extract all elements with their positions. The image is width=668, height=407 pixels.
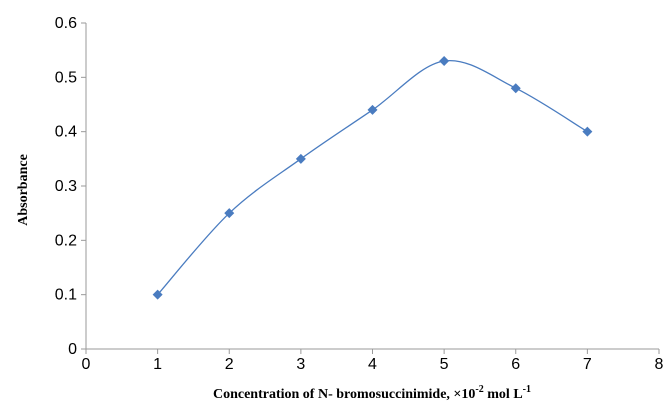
data-point-marker: [582, 126, 593, 137]
x-tick-label: 0: [82, 356, 91, 373]
x-tick-label: 8: [655, 356, 664, 373]
x-axis-title-exponent: -2: [475, 384, 483, 395]
x-tick-label: 4: [368, 356, 377, 373]
y-axis-ticks: 0 0.1 0.2 0.3 0.4 0.5 0.6: [55, 15, 86, 358]
y-tick-label: 0.4: [55, 124, 77, 141]
data-point-marker: [510, 83, 521, 94]
x-axis-title-unit-exponent: -1: [523, 384, 531, 395]
y-tick-label: 0.3: [55, 178, 77, 195]
y-axis-title: Absorbance: [16, 154, 31, 226]
x-tick-label: 3: [296, 356, 305, 373]
data-point-marker: [152, 289, 163, 300]
data-point-marker: [295, 153, 306, 164]
y-tick-label: 0.2: [55, 232, 77, 249]
y-tick-label: 0.1: [55, 287, 77, 304]
x-axis-ticks: 0 1 2 3 4 5 6 7 8: [82, 349, 664, 373]
x-tick-label: 5: [440, 356, 449, 373]
x-tick-label: 1: [153, 356, 162, 373]
x-tick-label: 6: [511, 356, 520, 373]
series-line: [157, 59, 588, 296]
series-group: [152, 56, 593, 300]
y-tick-label: 0.5: [55, 69, 77, 86]
y-tick-label: 0.6: [55, 15, 77, 32]
plot-area: 0 1 2 3 4 5 6 7 8 0 0.1 0.2 0.3 0.4 0.5 0.6: [55, 15, 664, 373]
x-tick-label: 2: [225, 356, 234, 373]
y-tick-label: 0: [68, 341, 77, 358]
data-point-marker: [367, 104, 378, 115]
data-point-marker: [224, 208, 235, 219]
data-point-marker: [439, 56, 450, 67]
x-axis-title: Concentration of N- bromosuccinimide, ×1…: [213, 384, 531, 402]
x-tick-label: 7: [583, 356, 592, 373]
x-axis-title-main: Concentration of N- bromosuccinimide, ×1…: [213, 387, 475, 402]
x-axis-title-unit: mol L: [484, 387, 523, 402]
